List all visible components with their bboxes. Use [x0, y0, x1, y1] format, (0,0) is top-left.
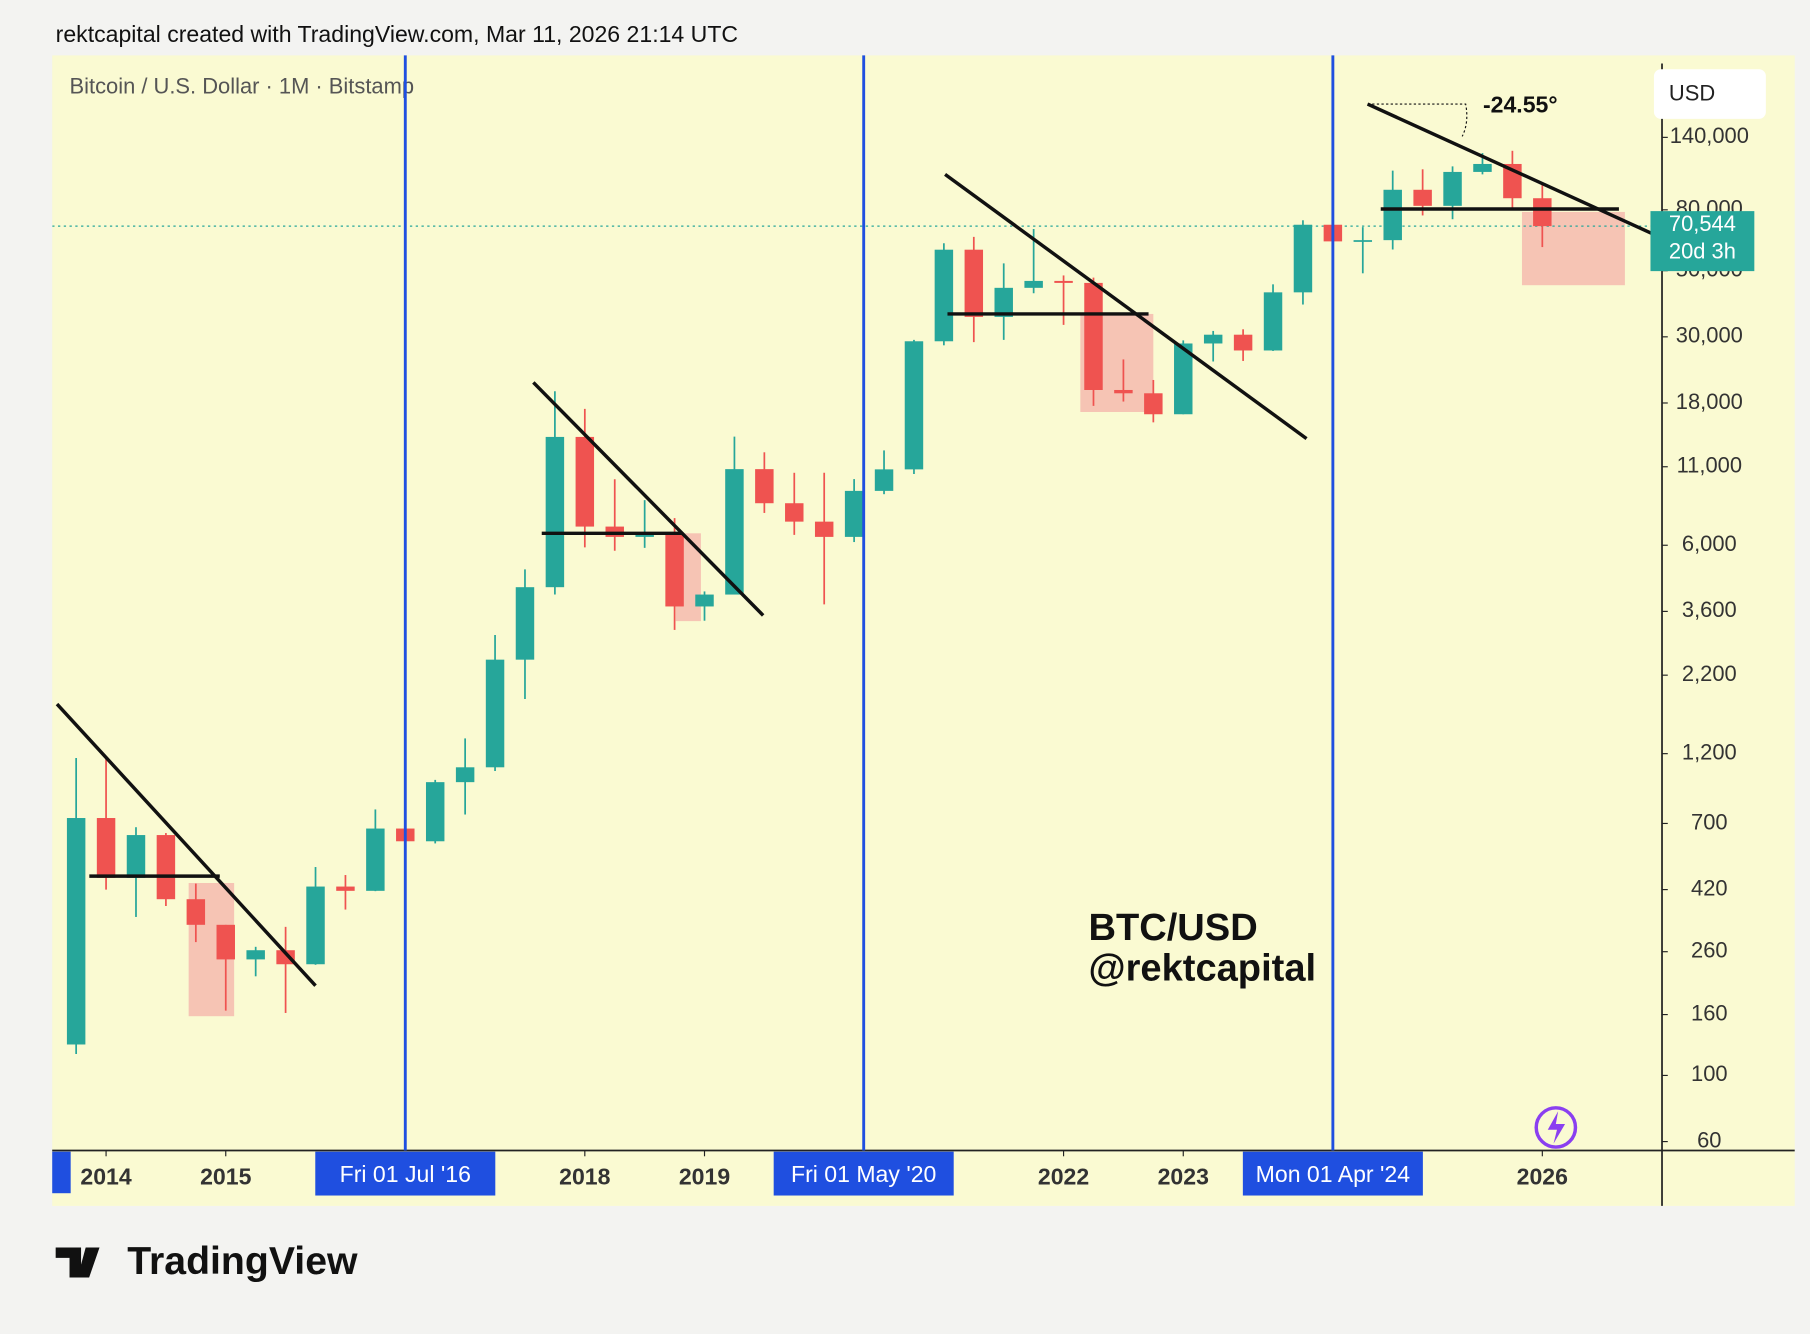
y-tick-label: 2,200	[1682, 661, 1737, 686]
logo-text: TradingView	[127, 1239, 358, 1283]
axis-start-marker	[52, 1151, 71, 1194]
x-tick-label: 2014	[80, 1163, 131, 1189]
candle-body	[96, 818, 116, 878]
candle-body	[306, 886, 325, 965]
angle-label: -24.55°	[1483, 92, 1558, 118]
y-tick-label: 700	[1691, 809, 1728, 834]
halving-label-box	[1242, 1151, 1423, 1196]
candle-body	[366, 828, 385, 891]
currency-box	[1653, 69, 1766, 119]
x-tick-label: 2026	[1517, 1163, 1568, 1189]
plot	[52, 102, 1663, 1055]
candle-body	[1144, 393, 1163, 415]
currency: USD	[1669, 80, 1715, 105]
bolt-icon	[1534, 1106, 1578, 1149]
candle-body	[126, 835, 146, 878]
candle-body	[1533, 198, 1552, 227]
chart-area	[52, 55, 1795, 1206]
trendline	[55, 702, 317, 987]
x-tick-label: 2023	[1158, 1163, 1209, 1189]
y-tick-label: 160	[1691, 1000, 1728, 1025]
y-tick-label: 420	[1691, 875, 1728, 900]
x-tick-label: 2019	[679, 1163, 730, 1189]
candle-body	[186, 899, 206, 925]
candle-body	[994, 287, 1013, 317]
candle-body	[66, 818, 86, 1045]
candle-body	[545, 436, 565, 588]
candle-body	[1473, 163, 1492, 172]
countdown-label: 20d 3h	[1669, 238, 1736, 263]
candle-body	[575, 436, 595, 527]
y-tick-label: 60	[1697, 1127, 1721, 1152]
y-tick-label: 6,000	[1682, 531, 1737, 556]
candle-body	[695, 594, 714, 607]
candle-body	[1263, 292, 1283, 351]
candle-body	[1293, 224, 1313, 293]
y-tick-label: 1,200	[1682, 739, 1737, 764]
candle-body	[1383, 189, 1402, 241]
candle-body	[964, 249, 984, 317]
candle-body	[515, 587, 535, 660]
trendline	[532, 381, 765, 617]
watermark: BTC/USD	[1088, 907, 1257, 949]
x-tick-label: 2018	[559, 1163, 610, 1189]
candle-body	[1233, 334, 1253, 351]
halving-label: Mon 01 Apr '24	[1256, 1161, 1411, 1187]
candle-body	[1443, 171, 1462, 206]
candle-body	[814, 521, 834, 537]
candle-body	[785, 503, 804, 522]
halving-label: Fri 01 May '20	[791, 1161, 936, 1187]
candle-body	[874, 469, 894, 491]
candle-body	[1203, 334, 1223, 344]
halving-label-box	[773, 1151, 954, 1196]
candle-body	[1413, 189, 1432, 206]
y-tick-label: 140,000	[1670, 123, 1749, 148]
candle-body	[1174, 343, 1193, 415]
halving-label: Fri 01 Jul '16	[340, 1161, 471, 1187]
candle-body	[425, 782, 445, 842]
y-tick-label: 3,600	[1682, 597, 1737, 622]
x-tick-label: 2015	[200, 1163, 251, 1189]
x-tick-label: 2022	[1038, 1163, 1089, 1189]
candle-body	[934, 249, 954, 342]
candle-body	[904, 341, 924, 470]
chart-title: Bitcoin / U.S. Dollar · 1M · Bitstamp	[70, 73, 415, 98]
watermark: @rektcapital	[1088, 948, 1316, 990]
candle-body	[336, 886, 355, 891]
y-tick-label: 30,000	[1676, 323, 1743, 348]
tradingview-logo: TradingView	[55, 1239, 358, 1283]
candle-body	[455, 767, 475, 783]
candle-body	[1353, 240, 1373, 242]
candle-body	[156, 835, 176, 900]
candle-body	[725, 469, 744, 595]
candle-body	[844, 490, 864, 537]
angle-arc	[1367, 103, 1468, 137]
candle-body	[755, 469, 774, 504]
header: rektcapital created with TradingView.com…	[56, 21, 738, 47]
candle-body	[1084, 282, 1103, 390]
y-tick-label: 100	[1691, 1061, 1728, 1086]
candle-body	[1114, 389, 1133, 394]
candle-body	[216, 924, 235, 960]
y-tick-label: 11,000	[1677, 453, 1742, 478]
halving-label-box	[315, 1151, 496, 1196]
trendline	[944, 172, 1308, 441]
last-price-label: 70,544	[1669, 211, 1736, 236]
candle-body	[246, 950, 265, 960]
candle-body	[1054, 280, 1073, 283]
candle-body	[665, 532, 684, 607]
candle-body	[1024, 280, 1043, 288]
candle-body	[276, 950, 295, 965]
y-tick-label: 260	[1691, 938, 1728, 963]
last-price-box	[1650, 211, 1755, 272]
trendline	[1366, 102, 1652, 235]
y-tick-label: 18,000	[1676, 389, 1743, 414]
candle-body	[485, 659, 505, 768]
